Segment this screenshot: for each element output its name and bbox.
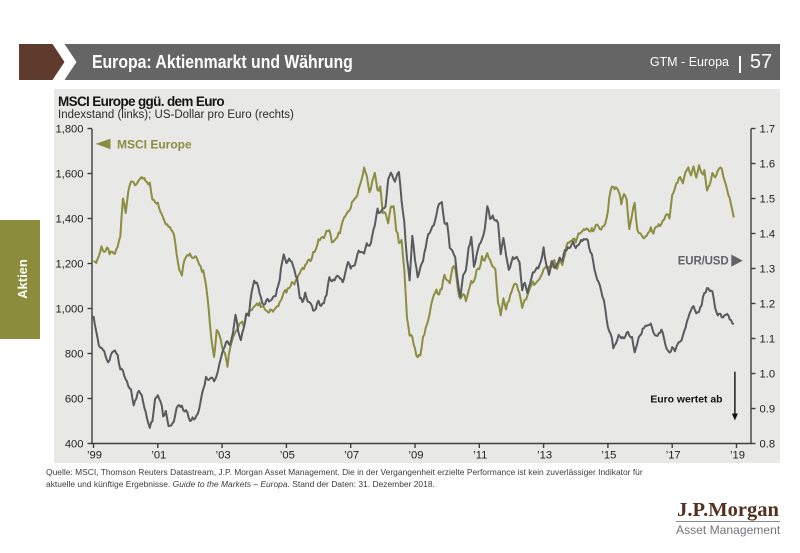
svg-text:1,800: 1,800 [56, 124, 84, 136]
svg-text:1,400: 1,400 [56, 214, 84, 226]
svg-text:800: 800 [65, 349, 84, 361]
svg-text:1.5: 1.5 [760, 194, 776, 206]
svg-text:1.4: 1.4 [760, 229, 776, 241]
svg-text:’01: ’01 [151, 450, 166, 462]
svg-text:400: 400 [65, 439, 84, 451]
svg-text:1.2: 1.2 [760, 299, 776, 311]
svg-text:’19: ’19 [730, 450, 745, 462]
svg-text:1,200: 1,200 [56, 259, 84, 271]
svg-text:’05: ’05 [280, 450, 295, 462]
svg-text:’99: ’99 [87, 450, 102, 462]
svg-text:1,600: 1,600 [56, 169, 84, 181]
svg-text:’15: ’15 [601, 450, 616, 462]
svg-text:1.6: 1.6 [760, 159, 776, 171]
svg-text:600: 600 [65, 394, 84, 406]
svg-text:1.7: 1.7 [760, 124, 776, 136]
svg-text:’07: ’07 [344, 450, 359, 462]
svg-text:EUR/USD: EUR/USD [678, 255, 729, 267]
svg-text:1.1: 1.1 [760, 334, 776, 346]
svg-text:Euro wertet ab: Euro wertet ab [650, 394, 722, 405]
svg-text:1.3: 1.3 [760, 264, 776, 276]
svg-text:1,000: 1,000 [56, 304, 84, 316]
svg-text:0.9: 0.9 [760, 404, 776, 416]
svg-text:’11: ’11 [473, 450, 487, 462]
svg-text:’09: ’09 [409, 450, 424, 462]
svg-text:0.8: 0.8 [760, 439, 776, 451]
svg-text:’17: ’17 [666, 450, 681, 462]
svg-text:1.0: 1.0 [760, 369, 776, 381]
svg-text:MSCI Europe: MSCI Europe [117, 137, 192, 151]
svg-text:’13: ’13 [537, 450, 552, 462]
svg-text:’03: ’03 [216, 450, 231, 462]
